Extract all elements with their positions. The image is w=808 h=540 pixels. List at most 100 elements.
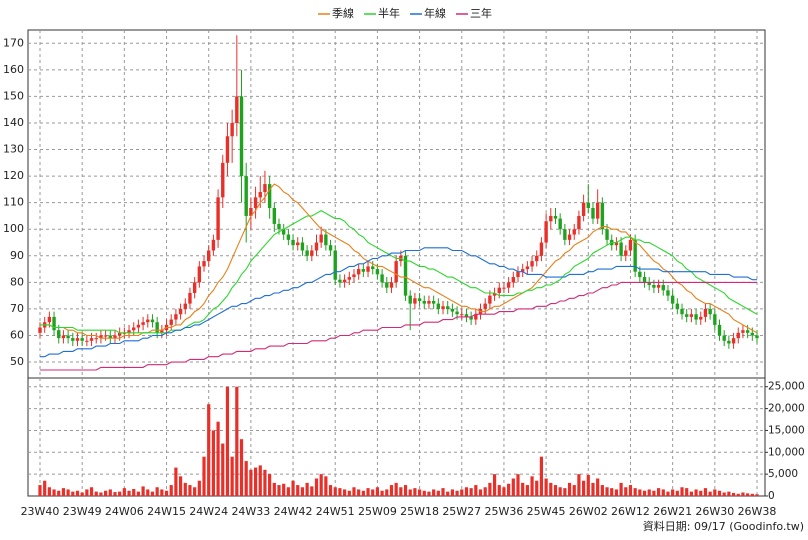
- volume-bar: [624, 487, 628, 496]
- volume-bar: [328, 485, 333, 496]
- volume-bar: [403, 485, 408, 496]
- candle-body: [633, 239, 637, 272]
- x-tick-label: 23W40: [21, 505, 60, 518]
- volume-bar: [727, 491, 731, 496]
- volume-bar: [211, 430, 215, 496]
- volume-bar: [197, 480, 201, 496]
- candle-body: [403, 255, 408, 296]
- candle-body: [103, 335, 108, 337]
- footnote: 資料日期: 09/17 (Goodinfo.tw): [643, 519, 804, 533]
- volume-bar: [202, 456, 206, 496]
- candle-body: [117, 332, 122, 336]
- candle-body: [356, 269, 361, 275]
- volume-bar: [661, 489, 665, 496]
- volume-bar: [272, 482, 276, 496]
- x-tick-label: 26W30: [695, 505, 734, 518]
- volume-bar: [474, 485, 478, 496]
- candle-body: [600, 202, 605, 230]
- volume-bar: [446, 491, 450, 496]
- volume-bar: [366, 488, 370, 496]
- candle-body: [694, 314, 698, 320]
- volume-bar: [460, 489, 464, 496]
- candle-body: [680, 308, 684, 315]
- volume-bar: [277, 485, 281, 496]
- candle-body: [581, 202, 586, 216]
- candle-body: [656, 285, 661, 288]
- x-tick-label: 25W36: [485, 505, 524, 518]
- candle-body: [474, 314, 478, 320]
- candle-body: [146, 319, 150, 323]
- candle-body: [736, 332, 740, 339]
- y-tick-label: 100: [3, 222, 24, 235]
- y-tick-label: 170: [3, 36, 24, 49]
- volume-tick-label: 10,000: [768, 446, 805, 458]
- candle-body: [464, 314, 469, 317]
- volume-bar: [591, 482, 595, 496]
- volume-bar: [225, 386, 230, 496]
- candle-body: [460, 314, 464, 316]
- candle-body: [61, 335, 66, 339]
- candle-body: [745, 330, 750, 333]
- volume-bar: [193, 487, 197, 496]
- y-tick-label: 150: [3, 89, 24, 102]
- volume-bar: [296, 485, 300, 496]
- candle-body: [605, 229, 609, 240]
- candle-body: [188, 292, 192, 304]
- candle-body: [689, 314, 694, 317]
- candle-body: [132, 327, 136, 331]
- candle-body: [591, 207, 595, 219]
- candle-body: [647, 282, 651, 286]
- volume-bar: [319, 474, 323, 496]
- candle-body: [66, 335, 70, 339]
- candle-body: [469, 316, 473, 320]
- volume-bar: [427, 491, 431, 496]
- volume-bar: [572, 485, 576, 496]
- candle-body: [338, 279, 342, 283]
- volume-bar: [483, 487, 487, 496]
- candle-body: [408, 295, 412, 304]
- y-tick-label: 60: [10, 328, 24, 341]
- candle-body: [230, 122, 234, 137]
- candle-body: [506, 282, 511, 288]
- volume-bar: [516, 474, 520, 496]
- candle-body: [394, 261, 398, 283]
- candle-body: [267, 184, 272, 208]
- volume-bar: [441, 488, 445, 496]
- candle-body: [544, 221, 548, 243]
- volume-bar: [502, 487, 506, 496]
- volume-bar: [408, 489, 412, 496]
- candle-body: [253, 197, 258, 208]
- volume-bar: [685, 488, 689, 496]
- volume-bar: [371, 489, 375, 496]
- candle-body: [389, 282, 394, 288]
- volume-bar: [399, 487, 403, 496]
- volume-bar: [324, 476, 328, 496]
- volume-bar: [286, 487, 290, 496]
- candle-body: [150, 319, 155, 323]
- candle-body: [57, 330, 61, 339]
- candle-body: [136, 324, 141, 328]
- x-tick-label: 24W42: [274, 505, 313, 518]
- candle-body: [47, 316, 52, 323]
- volume-bar: [99, 492, 103, 496]
- candle-body: [361, 269, 366, 272]
- volume-bar: [469, 488, 473, 496]
- volume-bar: [52, 489, 56, 496]
- volume-bar: [563, 488, 567, 496]
- volume-tick-label: 15,000: [768, 424, 805, 436]
- volume-bar: [619, 482, 623, 496]
- y-tick-label: 50: [10, 355, 24, 368]
- candle-body: [235, 96, 239, 123]
- volume-bar: [521, 482, 525, 496]
- volume-bar: [614, 489, 619, 496]
- volume-bar: [549, 482, 553, 496]
- volume-bar: [75, 490, 80, 496]
- candle-body: [497, 287, 501, 293]
- volume-bar: [464, 487, 469, 496]
- candle-body: [352, 274, 356, 278]
- volume-bar: [216, 421, 220, 496]
- candle-body: [225, 136, 230, 163]
- volume-bar: [94, 491, 98, 496]
- candle-body: [722, 335, 726, 341]
